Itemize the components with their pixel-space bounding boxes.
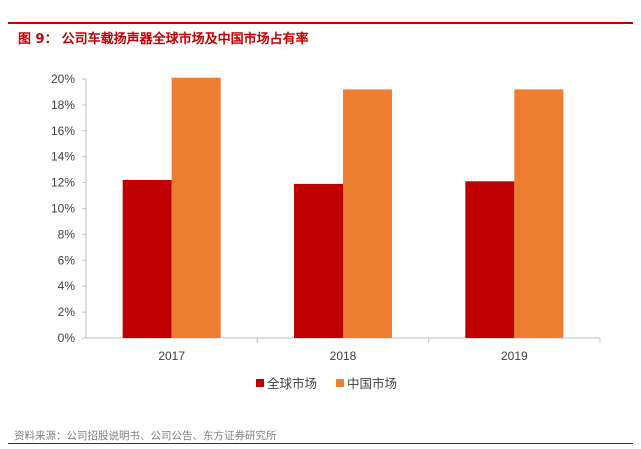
y-tick-label: 14% bbox=[51, 150, 75, 164]
bar-global-2019 bbox=[465, 181, 515, 338]
y-tick-label: 16% bbox=[51, 124, 75, 138]
legend-label-global: 全球市场 bbox=[267, 376, 317, 391]
y-tick-label: 10% bbox=[51, 202, 75, 216]
figure-title-text: 公司车载扬声器全球市场及中国市场占有率 bbox=[61, 32, 309, 47]
figure-label: 图 9： bbox=[18, 32, 58, 47]
y-tick-label: 0% bbox=[58, 331, 76, 345]
y-tick-label: 6% bbox=[58, 253, 76, 267]
y-tick-label: 12% bbox=[51, 176, 75, 190]
bar-global-2018 bbox=[294, 183, 343, 338]
source-note: 资料来源：公司招股说明书、公司公告、东方证券研究所 bbox=[14, 430, 277, 442]
y-tick-label: 18% bbox=[51, 98, 75, 112]
legend-swatch-china bbox=[336, 379, 344, 387]
legend-swatch-global bbox=[256, 379, 264, 387]
y-tick-label: 2% bbox=[58, 305, 76, 319]
bar-china-2018 bbox=[343, 89, 392, 338]
y-tick-label: 4% bbox=[58, 279, 76, 293]
x-tick-label: 2019 bbox=[501, 349, 528, 363]
legend-label-china: 中国市场 bbox=[347, 376, 397, 391]
y-tick-label: 20% bbox=[51, 72, 75, 86]
bottom-rule bbox=[8, 443, 633, 444]
figure-title: 图 9： 公司车载扬声器全球市场及中国市场占有率 bbox=[18, 28, 309, 47]
bar-global-2017 bbox=[122, 180, 172, 338]
top-rule bbox=[8, 22, 633, 24]
bar-china-2017 bbox=[171, 77, 221, 338]
x-tick-label: 2018 bbox=[330, 349, 357, 363]
y-tick-label: 8% bbox=[58, 227, 76, 241]
x-tick-label: 2017 bbox=[158, 349, 185, 363]
bar-china-2019 bbox=[514, 89, 564, 338]
